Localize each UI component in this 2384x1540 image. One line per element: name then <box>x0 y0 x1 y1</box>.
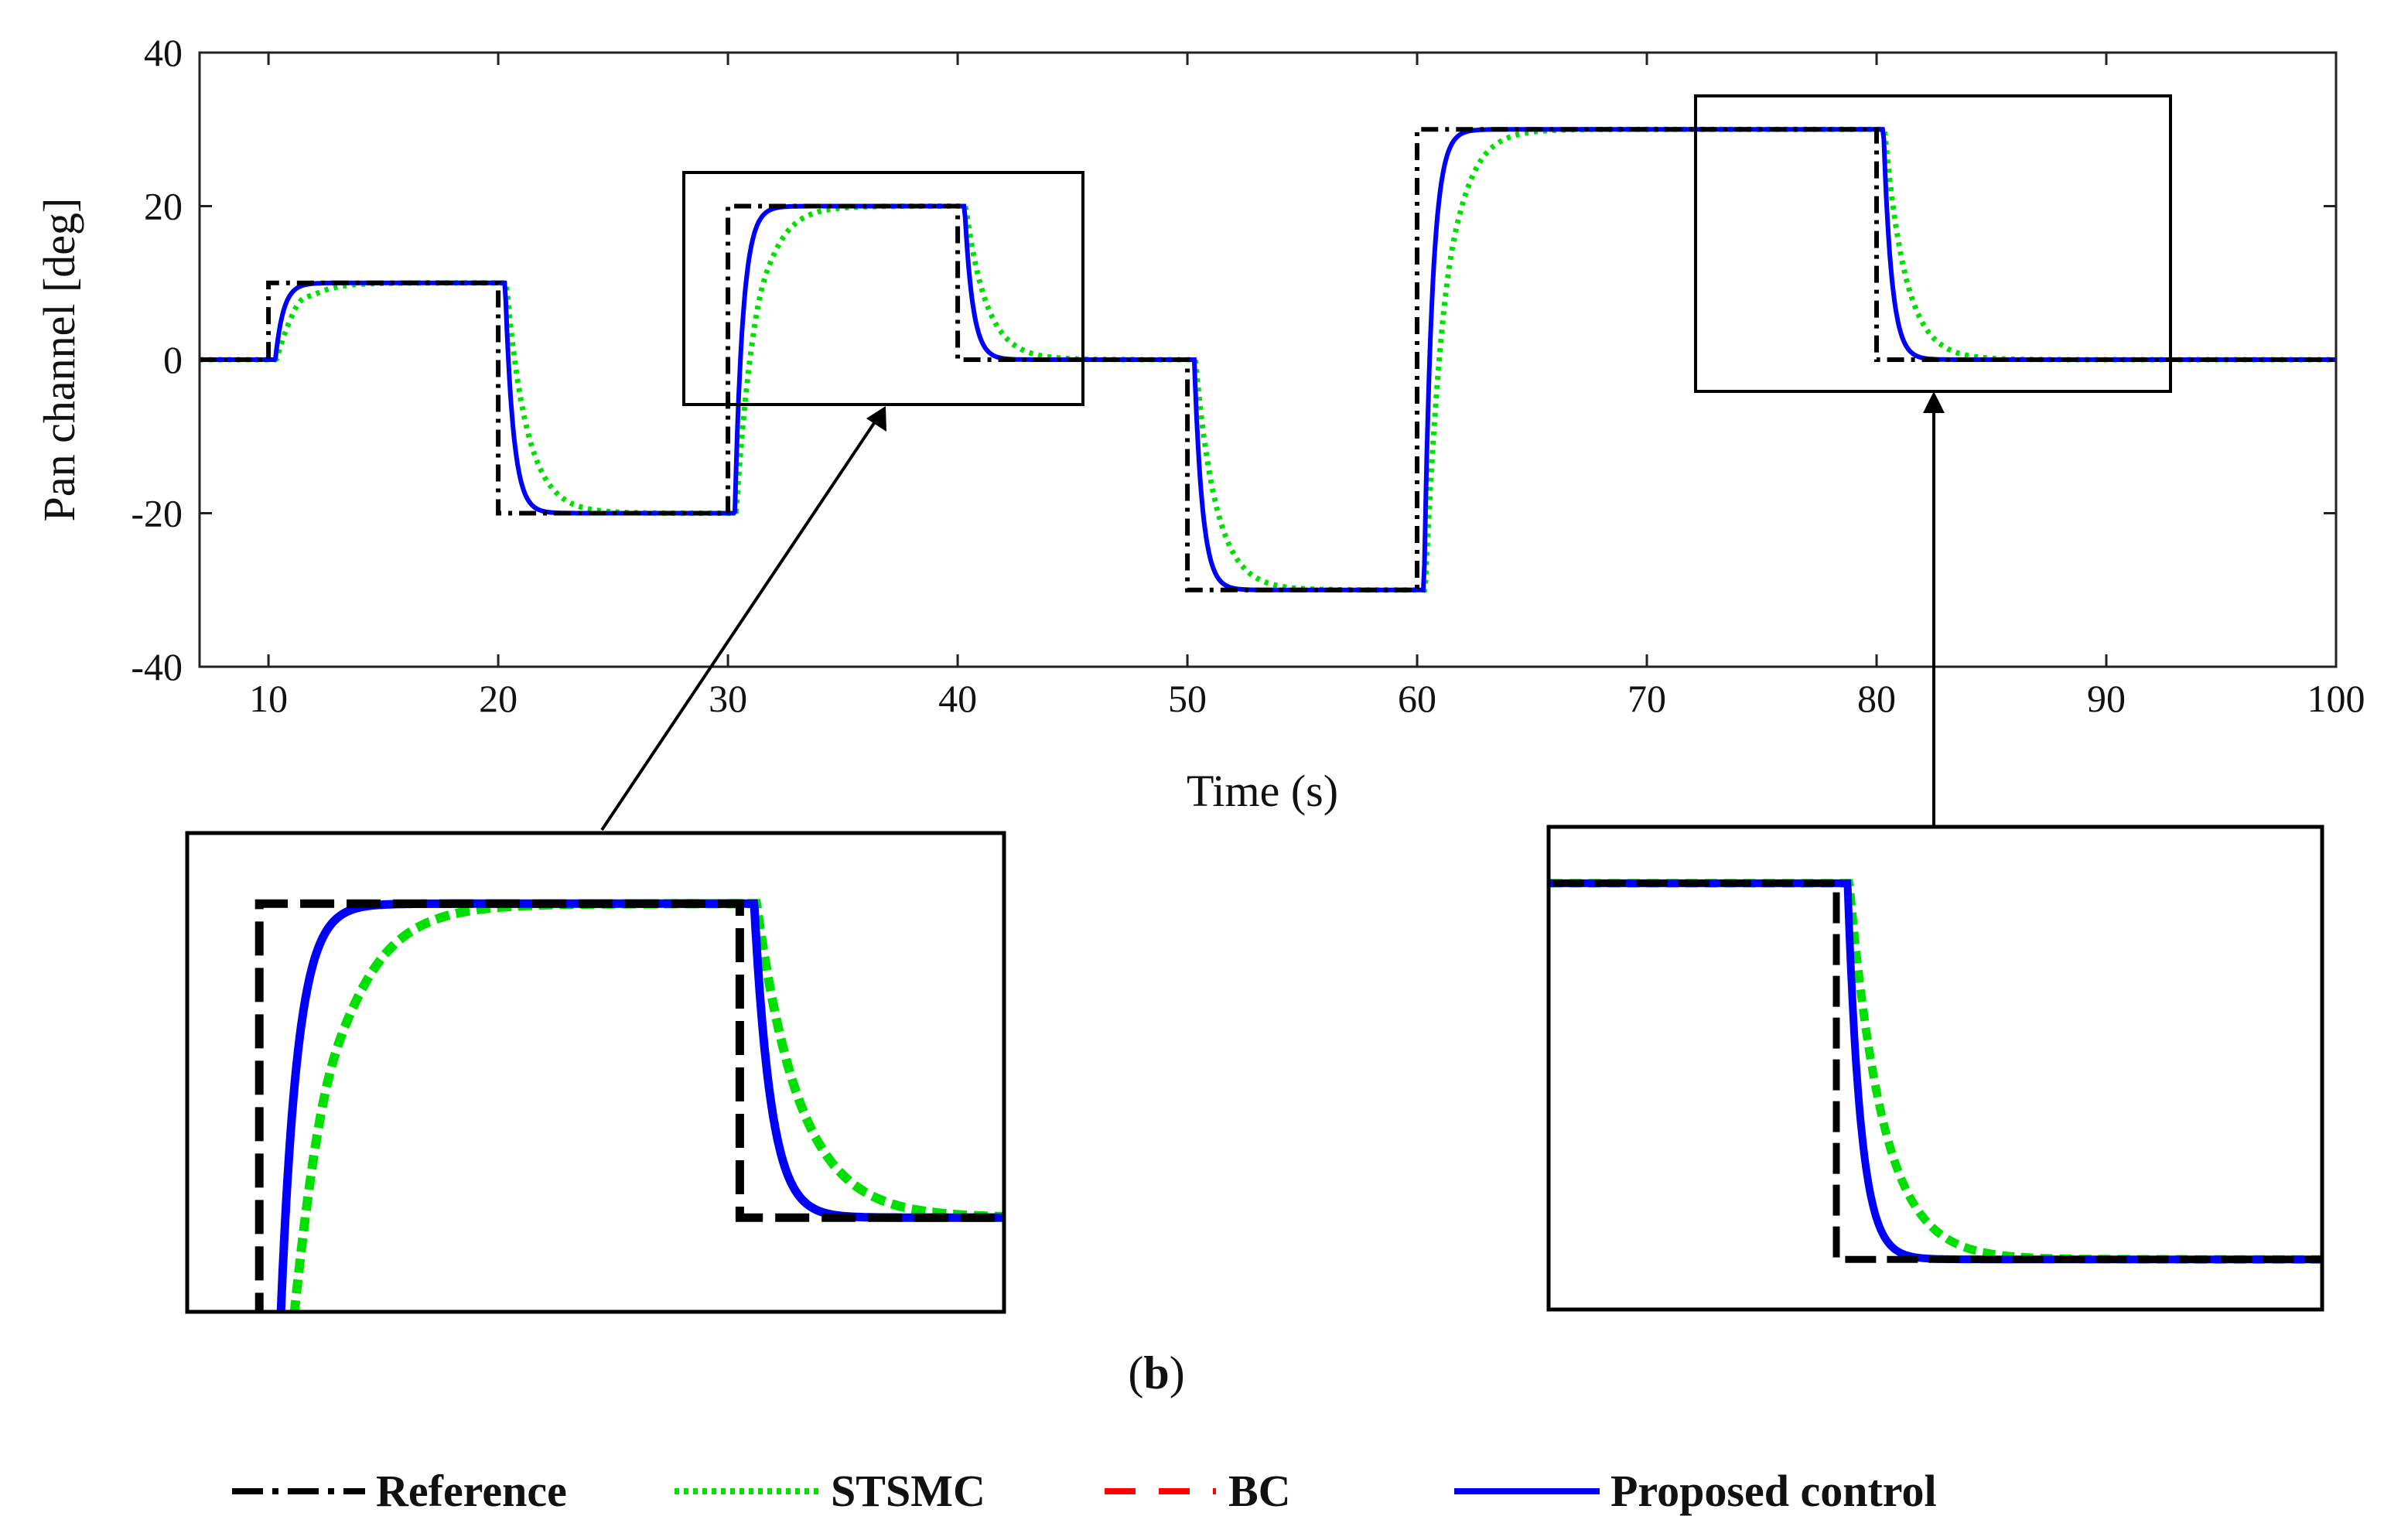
arrow-right <box>1923 391 1945 825</box>
zoom-box-right <box>1694 94 2172 393</box>
arrow-left <box>600 406 886 831</box>
legend: Reference STSMC BC Proposed control <box>232 1466 1937 1516</box>
inset-right <box>1549 879 2322 1264</box>
inset-right-line-bc <box>1549 879 2322 1263</box>
main-plot: 10 20 30 40 50 60 70 80 90 100 -40 -20 0 20 40 Time (… <box>34 31 2365 816</box>
legend-label-reference: Reference <box>376 1466 567 1516</box>
y-tick-label: -20 <box>131 492 183 535</box>
legend-item-stsmc: STSMC <box>675 1466 985 1516</box>
series-line-stsmc <box>200 126 2336 593</box>
x-tick-label: 80 <box>1857 677 1896 720</box>
inset-left-frame <box>185 831 1006 1314</box>
y-tick-label: -40 <box>131 645 183 688</box>
inset-right-frame <box>1546 825 2324 1312</box>
x-tick-label: 70 <box>1627 677 1666 720</box>
legend-item-proposed: Proposed control <box>1454 1466 1937 1516</box>
legend-label-proposed: Proposed control <box>1610 1466 1937 1516</box>
x-axis-label: Time (s) <box>1187 766 1338 816</box>
y-tick-label: 0 <box>163 338 183 381</box>
zoom-box-left <box>682 171 1084 406</box>
x-tick-label: 100 <box>2307 677 2365 720</box>
inset-left-line-stsmc <box>289 899 1004 1312</box>
x-tick-label: 10 <box>249 677 288 720</box>
legend-label-stsmc: STSMC <box>831 1466 985 1516</box>
legend-item-reference: Reference <box>232 1466 567 1516</box>
y-tick-labels: -40 -20 0 20 40 <box>131 31 183 688</box>
legend-label-bc: BC <box>1228 1466 1291 1516</box>
inset-right-line-proposed <box>1549 879 2322 1264</box>
x-tick-label: 90 <box>2087 677 2126 720</box>
caption-letter: b <box>1143 1347 1169 1398</box>
x-tick-label: 60 <box>1398 677 1436 720</box>
inset-left <box>254 899 1004 1312</box>
inset-right-line-reference <box>1549 879 2322 1263</box>
plot-frame <box>198 51 2338 668</box>
figure-caption: (b) <box>1128 1347 1184 1398</box>
x-tick-labels: 10 20 30 40 50 60 70 80 90 100 <box>249 677 2365 720</box>
legend-item-bc: BC <box>1105 1466 1291 1516</box>
inset-right-line-stsmc <box>1549 879 2322 1264</box>
x-tick-label: 50 <box>1168 677 1207 720</box>
series-line-reference <box>200 127 2336 592</box>
x-tick-label: 40 <box>938 677 977 720</box>
y-tick-label: 20 <box>144 185 183 228</box>
inset-left-line-reference <box>254 899 1004 1312</box>
x-tick-label: 20 <box>479 677 517 720</box>
y-axis-label: Pan channel [deg] <box>34 198 84 522</box>
y-tick-label: 40 <box>144 31 183 74</box>
x-tick-label: 30 <box>709 677 747 720</box>
